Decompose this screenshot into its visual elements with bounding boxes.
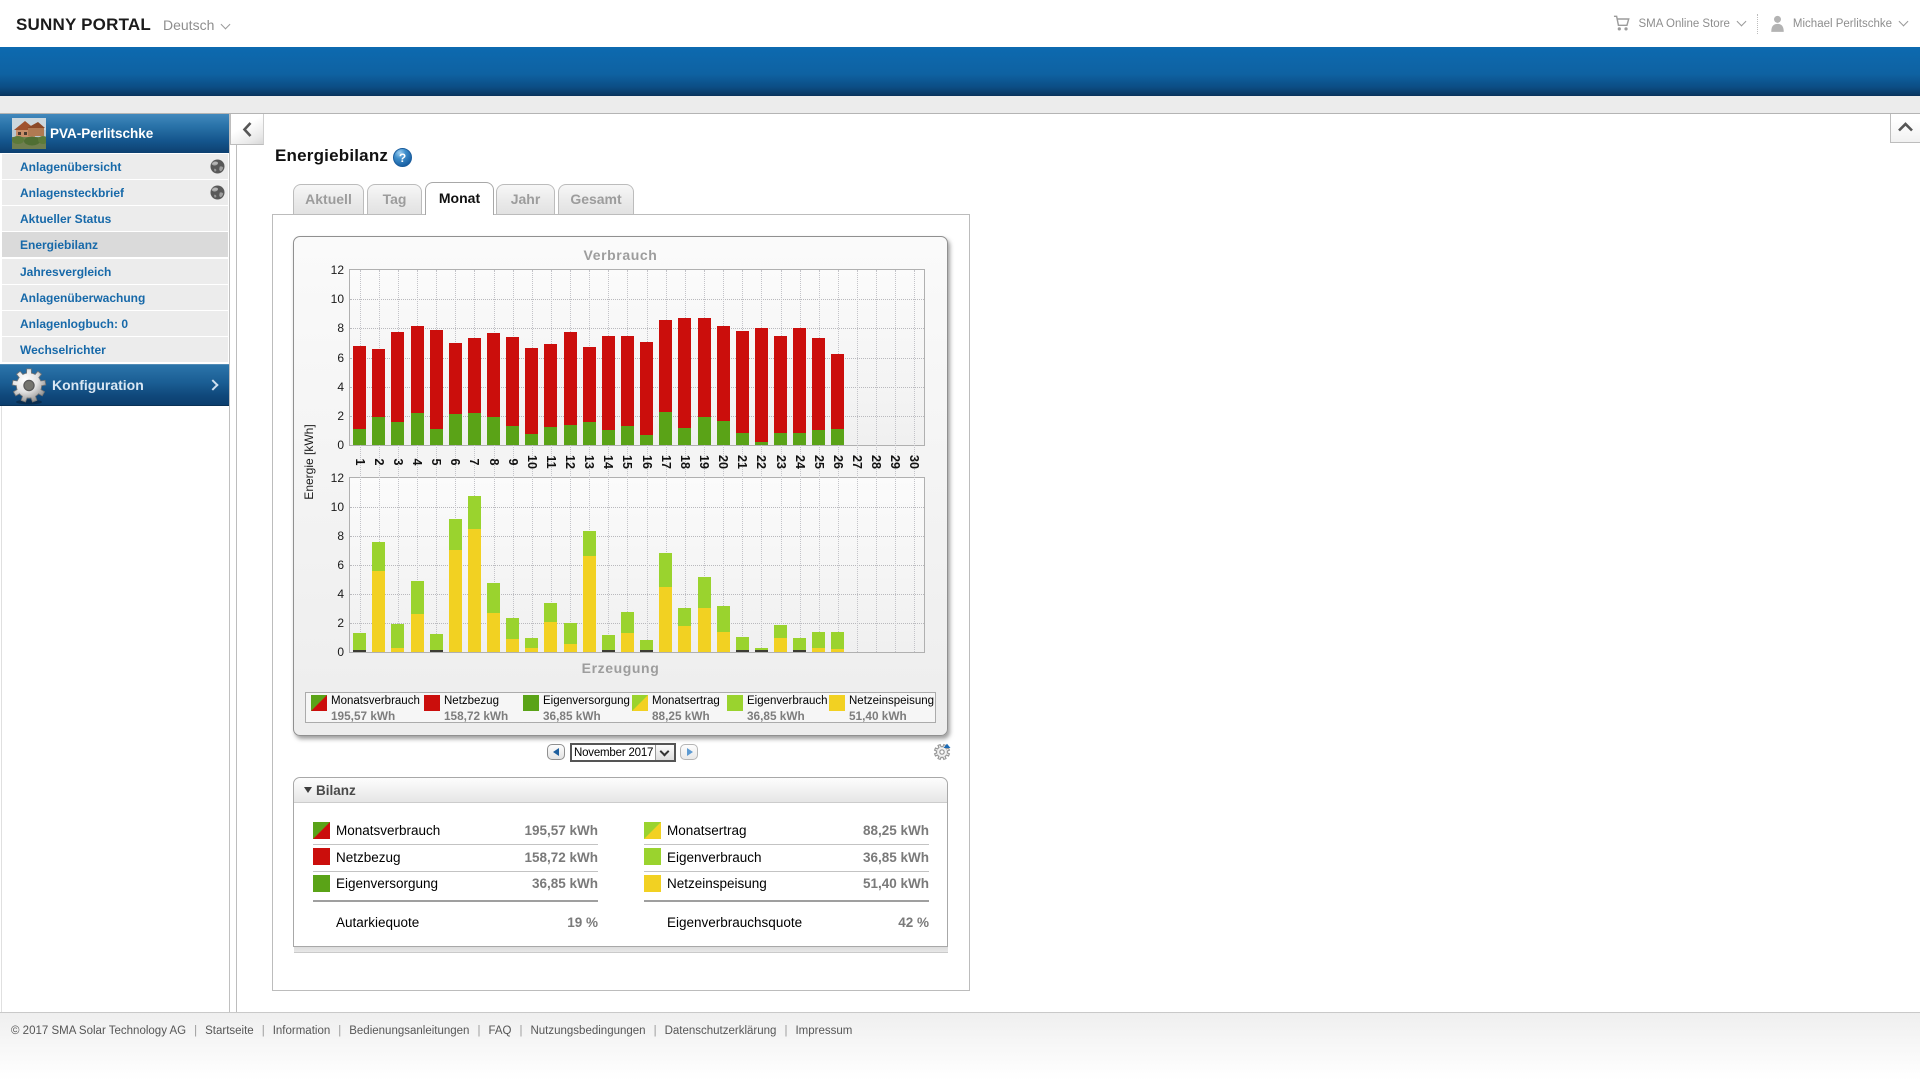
svg-text:?: ?: [399, 151, 406, 165]
